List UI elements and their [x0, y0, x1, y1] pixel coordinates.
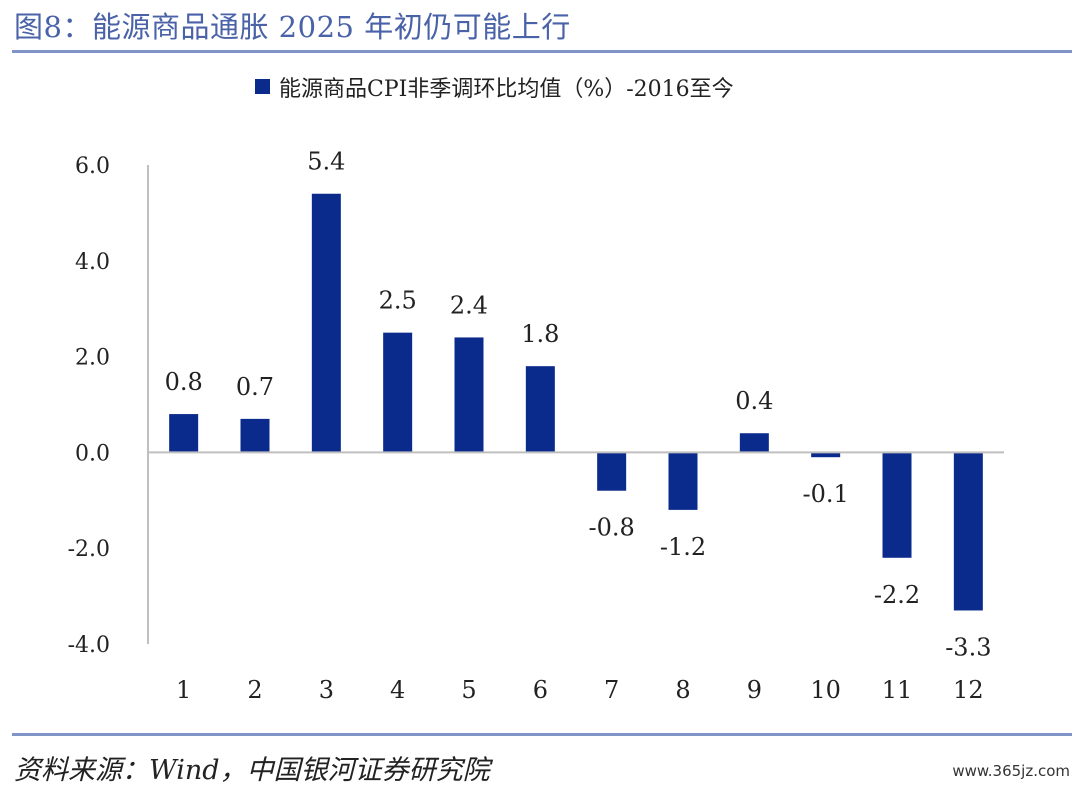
bar-11	[882, 452, 912, 558]
y-axis: 6.0 4.0 2.0 0.0 -2.0 -4.0	[68, 154, 149, 658]
x-tick-label: 5	[461, 676, 476, 704]
data-labels: 0.8 0.7 5.4 2.5 2.4 1.8 -0.8 -1.2 0.4 -0.1 -2.2 -3.…	[165, 148, 992, 662]
bar-7	[597, 452, 627, 491]
data-label: 0.4	[735, 387, 773, 415]
data-label: -2.2	[874, 581, 920, 609]
data-label: -3.3	[945, 633, 991, 661]
x-tick-label: 8	[675, 676, 690, 704]
bars	[169, 193, 983, 611]
y-tick-label: 2.0	[75, 346, 110, 371]
data-label: 1.8	[521, 320, 559, 348]
bar-9	[739, 433, 769, 453]
bar-3	[311, 193, 341, 453]
title-rule	[12, 50, 1072, 53]
data-label: 0.7	[236, 373, 274, 401]
y-tick-label: -2.0	[68, 537, 110, 562]
x-tick-label: 7	[604, 676, 619, 704]
x-tick-label: 10	[810, 676, 841, 704]
x-tick-label: 1	[176, 676, 191, 704]
data-label: -1.2	[660, 533, 706, 561]
data-label: -0.8	[589, 514, 635, 542]
x-tick-label: 4	[390, 676, 405, 704]
legend-label: 能源商品CPI非季调环比均值（%）-2016至今	[279, 77, 734, 102]
source-rule	[12, 733, 1072, 736]
bar-1	[169, 414, 199, 453]
data-label: 2.5	[379, 287, 417, 315]
figure-title: 图8：能源商品通胀 2025 年初仍可能上行	[14, 10, 571, 44]
x-tick-label: 3	[319, 676, 334, 704]
bar-5	[454, 337, 484, 453]
data-label: 2.4	[450, 291, 488, 319]
x-tick-label: 12	[953, 676, 984, 704]
y-tick-label: -4.0	[68, 633, 110, 658]
x-tick-label: 11	[882, 676, 913, 704]
watermark: www.365jz.com	[952, 762, 1070, 780]
data-label: 5.4	[307, 148, 345, 176]
bar-12	[953, 452, 983, 611]
x-tick-label: 2	[247, 676, 262, 704]
y-tick-label: 6.0	[75, 154, 110, 179]
bar-6	[525, 366, 555, 453]
source-note: 资料来源：Wind，中国银河证券研究院	[14, 755, 490, 786]
legend: 能源商品CPI非季调环比均值（%）-2016至今	[255, 77, 734, 102]
y-tick-label: 0.0	[75, 441, 110, 466]
data-label: 0.8	[165, 368, 203, 396]
y-tick-label: 4.0	[75, 250, 110, 275]
x-tick-label: 6	[533, 676, 548, 704]
data-label: -0.1	[803, 480, 849, 508]
bar-2	[240, 418, 270, 453]
x-axis: 1 2 3 4 5 6 7 8 9 10 11 12	[148, 451, 1004, 704]
bar-8	[668, 452, 698, 510]
bar-4	[383, 332, 413, 453]
legend-swatch	[255, 79, 270, 94]
x-tick-label: 9	[747, 676, 762, 704]
bar-10	[811, 452, 841, 458]
